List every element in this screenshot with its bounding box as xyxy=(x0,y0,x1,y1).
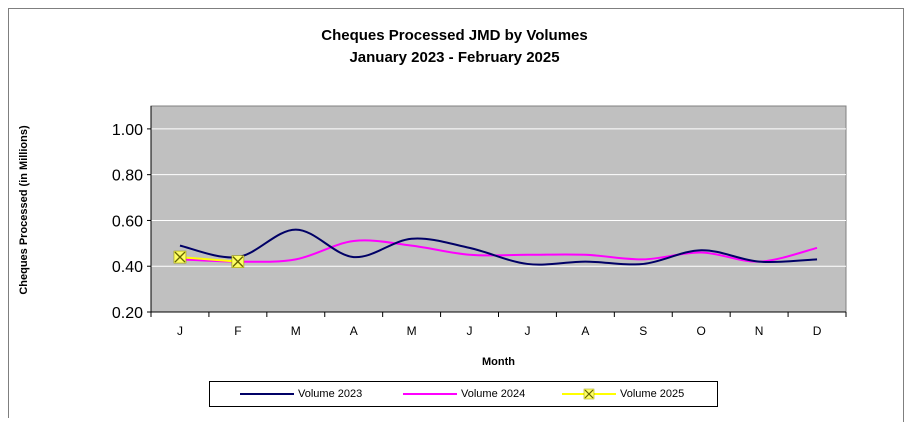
legend-label-2024: Volume 2024 xyxy=(461,388,526,400)
legend-label-2023: Volume 2023 xyxy=(298,388,363,400)
y-tick-label: 0.40 xyxy=(112,259,143,276)
legend-swatch-2024 xyxy=(403,393,457,395)
series-line-0 xyxy=(179,228,818,266)
x-tick-label: J xyxy=(177,324,183,338)
plot-area xyxy=(150,105,847,313)
x-tick-label: N xyxy=(755,324,764,338)
y-tick-label: 0.60 xyxy=(112,213,143,230)
x-tick-label: J xyxy=(524,324,530,338)
y-tick-label: 0.20 xyxy=(112,305,143,322)
legend: Volume 2023 Volume 2024 Volume 2025 xyxy=(209,381,718,407)
legend-label-2025: Volume 2025 xyxy=(620,388,685,400)
x-tick-label: M xyxy=(291,324,301,338)
series-point-x xyxy=(174,251,186,263)
legend-swatch-2023 xyxy=(240,393,294,395)
legend-item-2024: Volume 2024 xyxy=(403,382,525,406)
x-axis-label: Month xyxy=(482,356,515,368)
y-tick-label: 1.00 xyxy=(112,122,143,139)
x-tick-label: J xyxy=(467,324,473,338)
series-point-x xyxy=(232,256,244,268)
y-tick-label: 0.80 xyxy=(112,168,143,185)
x-tick-label: A xyxy=(581,324,589,338)
legend-item-2025: Volume 2025 xyxy=(562,382,684,406)
x-tick-label: O xyxy=(697,324,706,338)
x-tick-label: D xyxy=(813,324,822,338)
x-tick-label: S xyxy=(639,324,647,338)
chart-frame-edge xyxy=(903,8,904,422)
chart-frame xyxy=(8,8,903,418)
x-tick-label: A xyxy=(350,324,358,338)
chart-subtitle: January 2023 - February 2025 xyxy=(349,49,560,66)
x-tick-label: M xyxy=(407,324,417,338)
chart-title: Cheques Processed JMD by Volumes xyxy=(321,27,588,44)
legend-swatch-2025 xyxy=(562,388,616,400)
legend-item-2023: Volume 2023 xyxy=(240,382,362,406)
x-tick-label: F xyxy=(234,324,241,338)
series-line-1 xyxy=(179,239,818,263)
